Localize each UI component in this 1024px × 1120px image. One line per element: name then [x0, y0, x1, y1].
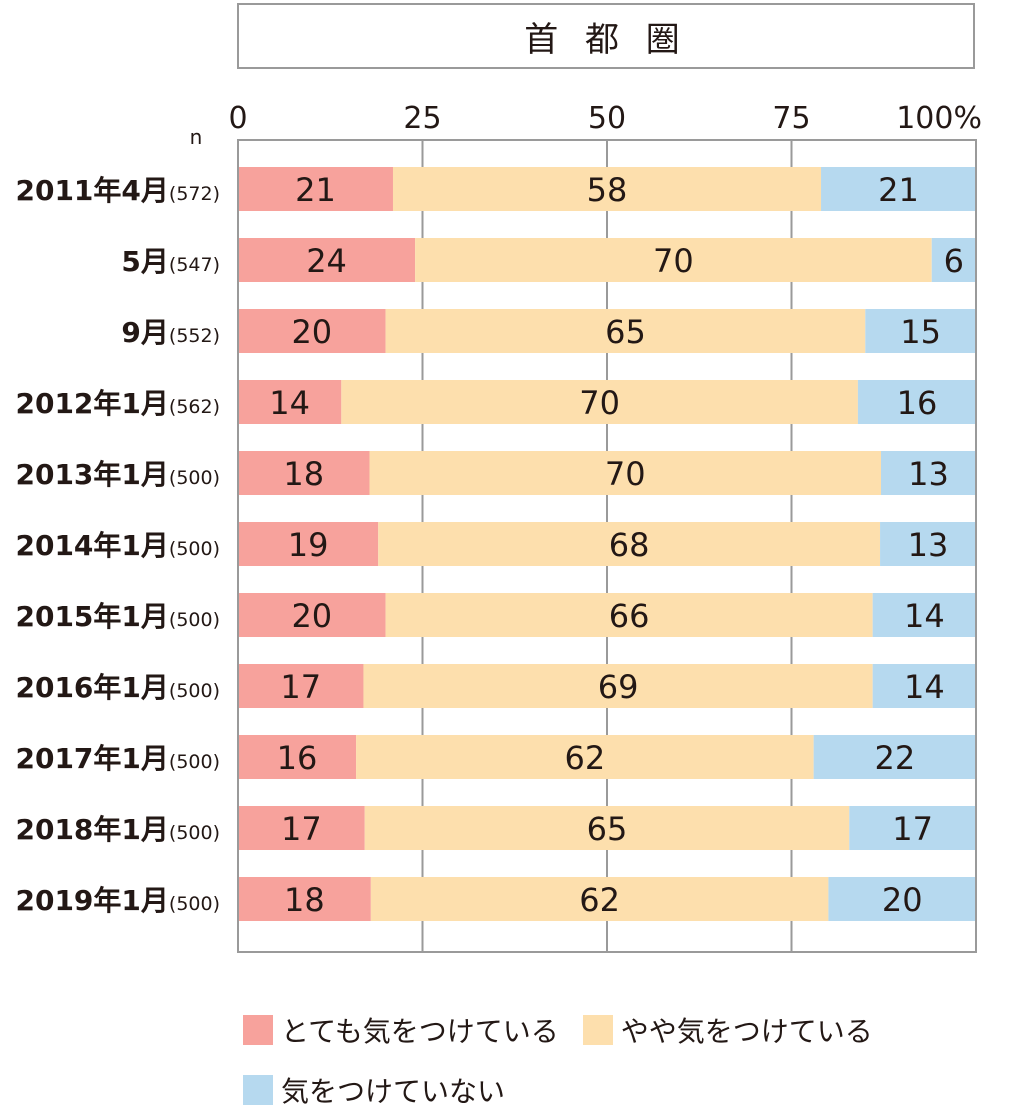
bar-segment	[238, 806, 365, 850]
n-label: n	[190, 125, 203, 149]
category-label: 5月(547)	[121, 245, 220, 278]
bar-segment	[238, 877, 371, 921]
plot-frame	[237, 139, 977, 953]
bar-segment	[881, 451, 976, 495]
category-label: 2016年1月(500)	[15, 671, 220, 704]
bar-segment	[880, 522, 976, 566]
data-label: 18	[284, 881, 325, 919]
bar-segment	[872, 664, 976, 708]
data-label: 58	[587, 171, 628, 209]
data-label: 18	[283, 455, 324, 493]
legend-label: とても気をつけている	[281, 1015, 559, 1048]
data-label: 20	[882, 881, 923, 919]
category-label: 2017年1月(500)	[15, 742, 220, 775]
bar-segment	[238, 593, 386, 637]
bar-segment	[356, 735, 814, 779]
stacked-bar-chart: 0 25 50 75 100% n 21 58 21 2011年4月(572) 24 70 6 5月(54…	[15, 101, 982, 953]
x-tick-label: 50	[588, 101, 626, 136]
data-label: 62	[565, 739, 606, 777]
data-label: 70	[653, 242, 694, 280]
x-tick-label: 100%	[896, 101, 982, 136]
bar-segment	[238, 238, 416, 282]
bar-segment	[370, 877, 829, 921]
category-label: 2011年4月(572)	[15, 174, 220, 207]
legend-label: やや気をつけている	[620, 1015, 873, 1048]
data-label: 21	[878, 171, 919, 209]
data-label: 21	[295, 171, 336, 209]
data-label: 16	[277, 739, 318, 777]
category-label: 2012年1月(562)	[15, 387, 220, 420]
data-label: 70	[579, 384, 620, 422]
labels: 0 25 50 75 100% n 21 58 21 2011年4月(572) 24 70 6 5月(54…	[15, 101, 982, 919]
bar-segment	[238, 735, 357, 779]
data-label: 15	[900, 313, 941, 351]
data-label: 65	[605, 313, 646, 351]
bar-segment	[363, 664, 873, 708]
bar-segment	[813, 735, 976, 779]
data-label: 17	[280, 668, 321, 706]
bar-segment	[238, 167, 393, 211]
bar-segment	[872, 593, 976, 637]
data-label: 22	[874, 739, 915, 777]
bar-segment	[828, 877, 976, 921]
x-tick-label: 25	[403, 101, 441, 136]
x-tick-label: 75	[772, 101, 810, 136]
data-label: 69	[598, 668, 639, 706]
chart-title: 首 都 圏	[237, 3, 975, 69]
bar-segment	[378, 522, 881, 566]
category-label: 2014年1月(500)	[15, 529, 220, 562]
bar-segment	[385, 593, 873, 637]
legend-swatch	[582, 1015, 613, 1045]
bar-segment	[238, 451, 370, 495]
legend-label: 気をつけていない	[281, 1075, 506, 1108]
data-label: 6	[944, 242, 964, 280]
data-label: 16	[897, 384, 938, 422]
category-label: 9月(552)	[121, 316, 220, 349]
data-label: 14	[269, 384, 310, 422]
legend-swatch	[243, 1015, 273, 1045]
legend: とても気をつけている やや気をつけている 気をつけていない	[243, 1000, 1003, 1120]
data-label: 17	[892, 810, 933, 848]
data-label: 66	[609, 597, 650, 635]
data-label: 70	[605, 455, 646, 493]
data-label: 20	[291, 597, 332, 635]
bar-segment	[415, 238, 932, 282]
legend-item-somewhat-careful: やや気をつけている	[582, 1010, 873, 1050]
data-label: 17	[281, 810, 322, 848]
category-label: 2013年1月(500)	[15, 458, 220, 491]
bar-segment	[849, 806, 976, 850]
bar-segment	[369, 451, 882, 495]
bar-segment	[385, 309, 866, 353]
data-label: 14	[904, 597, 945, 635]
bar-segment	[238, 309, 386, 353]
data-label: 20	[291, 313, 332, 351]
bar-segment	[857, 380, 976, 424]
bar-segment	[238, 664, 364, 708]
bar-segment	[238, 380, 342, 424]
data-label: 68	[609, 526, 650, 564]
data-label: 14	[904, 668, 945, 706]
bar-segment	[392, 167, 822, 211]
category-label: 2018年1月(500)	[15, 813, 220, 846]
data-label: 24	[306, 242, 347, 280]
bar-segment	[821, 167, 976, 211]
bars	[238, 167, 976, 921]
data-label: 19	[288, 526, 329, 564]
legend-item-very-careful: とても気をつけている	[243, 1010, 559, 1050]
legend-item-not-careful: 気をつけていない	[243, 1070, 505, 1110]
x-tick-label: 0	[228, 101, 247, 136]
data-label: 13	[908, 526, 949, 564]
data-label: 62	[579, 881, 620, 919]
data-label: 65	[587, 810, 628, 848]
legend-swatch	[243, 1075, 273, 1105]
category-label: 2015年1月(500)	[15, 600, 220, 633]
bar-segment	[364, 806, 850, 850]
bar-segment	[341, 380, 858, 424]
bar-segment	[238, 522, 379, 566]
bar-segment	[931, 238, 976, 282]
bar-segment	[865, 309, 976, 353]
category-label: 2019年1月(500)	[15, 884, 220, 917]
data-label: 13	[908, 455, 949, 493]
